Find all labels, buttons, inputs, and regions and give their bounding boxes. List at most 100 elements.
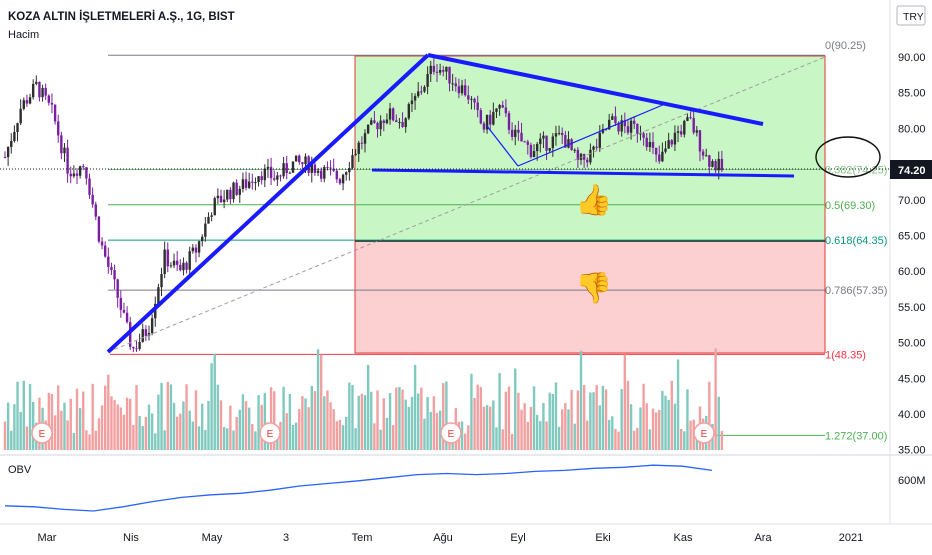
volume-bar	[401, 389, 404, 450]
candle-body	[19, 108, 22, 124]
fib-level-label: 1.272(37.00)	[825, 430, 887, 442]
candle-body	[398, 122, 401, 124]
volume-bar	[420, 387, 423, 450]
upper-resistance-line[interactable]	[427, 53, 764, 126]
candle-body	[238, 188, 241, 195]
candle-body	[316, 170, 320, 173]
volume-bar	[226, 428, 229, 450]
volume-bars	[3, 348, 724, 450]
volume-bar	[301, 396, 304, 450]
volume-bar	[388, 393, 392, 450]
earnings-marker-label: E	[448, 429, 455, 440]
candle-body	[639, 133, 642, 135]
candle-body	[363, 133, 367, 144]
candle-body	[573, 149, 576, 151]
candle-body	[122, 309, 126, 313]
volume-bar	[257, 395, 260, 450]
volume-bar	[232, 430, 235, 450]
candle-body	[545, 135, 548, 151]
volume-bar	[357, 395, 360, 450]
currency-button[interactable]	[896, 5, 926, 26]
volume-bar	[582, 384, 586, 450]
volume-bar	[573, 423, 576, 450]
candle-body	[454, 83, 457, 87]
volume-bar	[185, 384, 188, 450]
uptrend-line[interactable]	[106, 53, 430, 354]
candle-body	[714, 161, 717, 171]
volume-bar	[100, 405, 104, 450]
lower-support-line[interactable]	[371, 168, 795, 178]
candle-body	[188, 251, 191, 270]
candle-body	[163, 249, 166, 275]
candle-body	[617, 123, 620, 132]
volume-bar	[633, 430, 636, 450]
candle-body	[523, 141, 526, 143]
candle-body	[25, 100, 29, 104]
time-tick: Tem	[352, 532, 373, 544]
volume-bar	[66, 420, 69, 450]
candle-body	[235, 182, 238, 195]
price-tick: 65.00	[898, 231, 926, 243]
volume-bar	[510, 433, 514, 450]
time-tick: May	[202, 532, 223, 544]
volume-bar	[532, 386, 536, 450]
candle-body	[50, 102, 54, 105]
volume-bar	[288, 393, 292, 450]
candle-body	[626, 126, 630, 133]
earnings-markers: E E E E	[31, 422, 715, 444]
candle-body	[53, 104, 57, 122]
volume-bar	[135, 385, 138, 450]
candle-body	[423, 86, 426, 92]
volume-bar	[269, 387, 273, 450]
volume-bar	[423, 418, 426, 450]
earnings-marker-1[interactable]	[31, 422, 53, 444]
earnings-marker-4[interactable]	[693, 422, 715, 444]
candle-body	[78, 166, 82, 176]
volume-bar	[438, 410, 442, 450]
time-axis[interactable]: Mar Nis May 3 Tem Ağu Eyl Eki Kas Ara 2021	[38, 532, 864, 544]
candle-body	[291, 161, 295, 173]
volume-bar	[395, 387, 398, 450]
volume-bar	[417, 393, 420, 450]
candle-body	[492, 111, 495, 125]
candle-body	[169, 265, 173, 267]
volume-bar	[97, 418, 101, 450]
candle-body	[460, 85, 464, 94]
volume-bar	[567, 409, 570, 450]
earnings-marker-2[interactable]	[259, 422, 281, 444]
volume-bar	[686, 389, 689, 450]
candle-body	[570, 139, 573, 151]
candle-body	[216, 195, 220, 199]
volume-bar	[679, 428, 683, 450]
volume-bar	[498, 372, 501, 450]
candle-body	[629, 120, 633, 133]
volume-bar	[323, 396, 326, 450]
volume-bar	[326, 390, 329, 450]
price-axis[interactable]: 90.0085.0080.0075.0070.0065.0060.0055.00…	[898, 52, 926, 457]
candle-body	[298, 155, 301, 163]
candle-body	[557, 132, 561, 134]
volume-bar	[651, 408, 655, 450]
volume-bar	[25, 426, 29, 450]
volume-bar	[489, 406, 492, 450]
candle-body	[561, 132, 564, 136]
time-tick: Ara	[754, 532, 772, 544]
time-tick: Nis	[123, 532, 139, 544]
volume-bar	[47, 392, 51, 450]
current-price-label: 74.20	[898, 165, 926, 177]
candle-body	[213, 198, 216, 216]
volume-bar	[163, 430, 166, 450]
price-tick: 60.00	[898, 266, 926, 278]
candle-body	[479, 110, 483, 124]
volume-bar	[661, 390, 664, 450]
candle-body	[567, 139, 570, 148]
earnings-marker-3[interactable]	[440, 422, 462, 444]
candle-body	[44, 87, 47, 96]
candle-body	[498, 105, 501, 109]
candle-body	[607, 119, 611, 130]
volume-bar	[561, 409, 564, 450]
time-tick: 3	[283, 532, 289, 544]
candle-body	[554, 133, 558, 137]
candle-body	[319, 170, 323, 179]
